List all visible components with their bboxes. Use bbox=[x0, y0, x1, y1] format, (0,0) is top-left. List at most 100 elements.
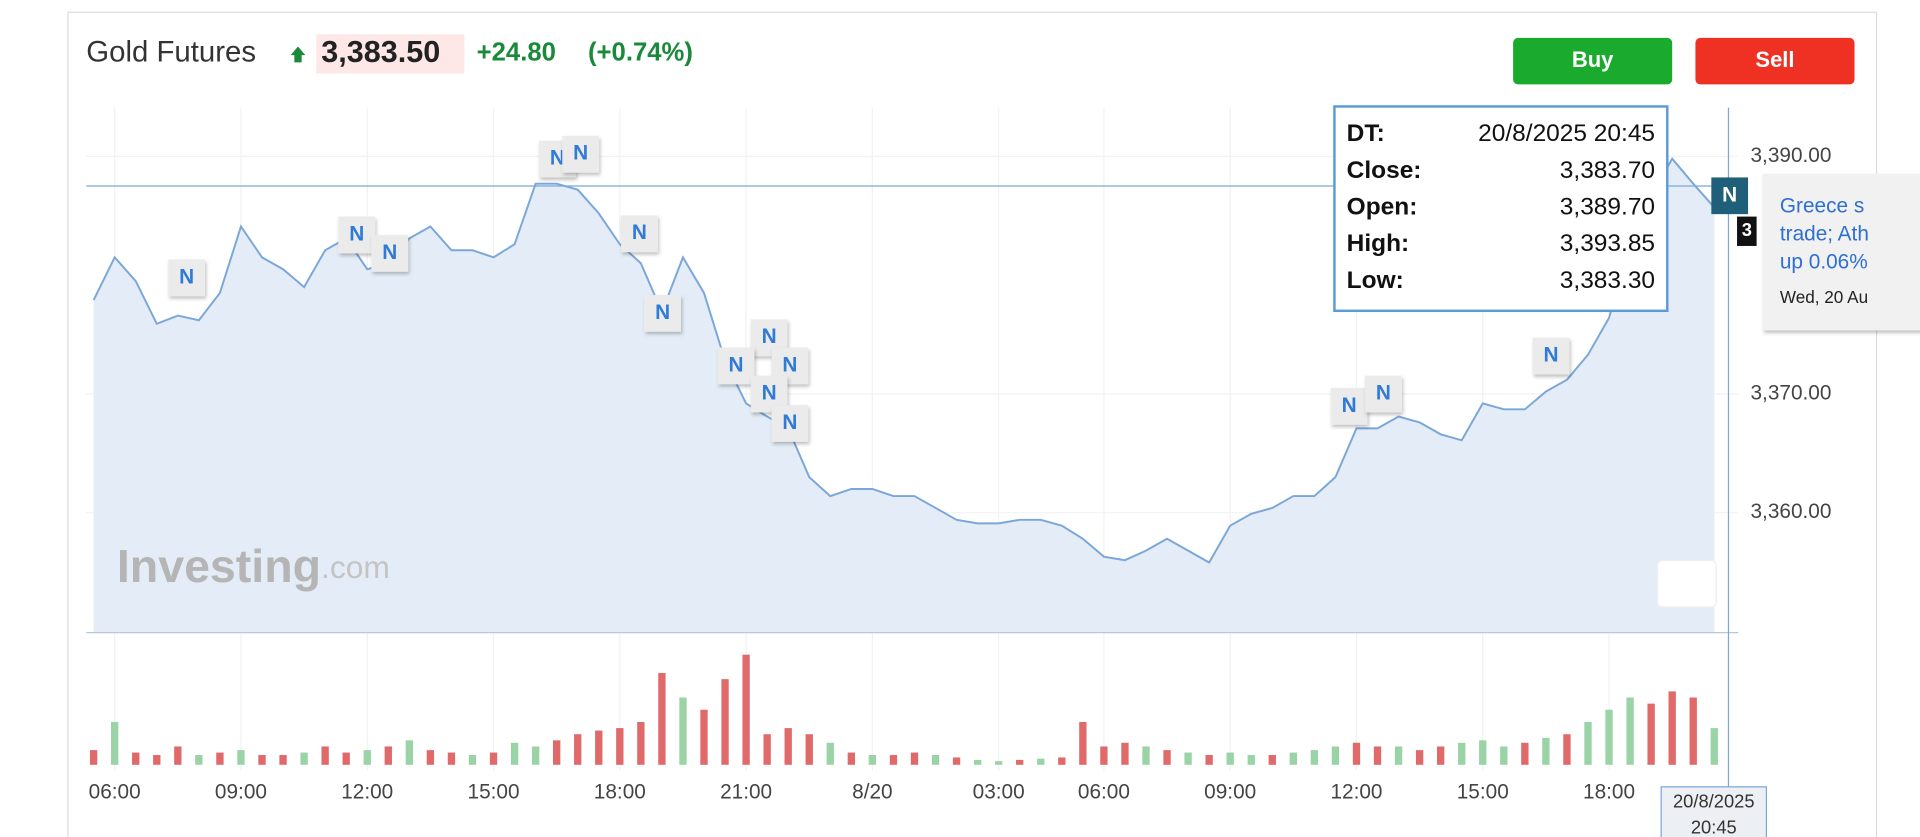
volume-bar bbox=[910, 752, 919, 765]
volume-bar bbox=[1331, 746, 1340, 765]
price-tag-label: 3 bbox=[1742, 219, 1752, 240]
volume-bar bbox=[826, 742, 834, 765]
volume-bar bbox=[847, 752, 856, 765]
news-marker-box[interactable] bbox=[644, 294, 681, 332]
volume-bar bbox=[1352, 742, 1361, 765]
x-tick-label: 09:00 bbox=[1204, 780, 1256, 803]
volume-bar bbox=[595, 730, 603, 765]
volume-bar bbox=[363, 750, 371, 765]
volume-bar bbox=[300, 752, 308, 765]
x-tick-label: 15:00 bbox=[1457, 780, 1509, 803]
news-marker-box[interactable] bbox=[621, 215, 658, 253]
tooltip-box bbox=[1333, 105, 1669, 313]
volume-bar bbox=[1310, 750, 1319, 765]
x-tick-label: 09:00 bbox=[215, 780, 267, 803]
news-popup[interactable] bbox=[1762, 173, 1920, 331]
volume-bar bbox=[700, 709, 708, 765]
volume-bar bbox=[174, 746, 182, 765]
news-marker[interactable]: N bbox=[1342, 394, 1357, 417]
news-marker[interactable]: N bbox=[382, 241, 397, 264]
volume-bar bbox=[679, 697, 687, 765]
volume-bar bbox=[321, 746, 329, 765]
volume-bar bbox=[1689, 697, 1697, 765]
news-marker[interactable]: N bbox=[1722, 183, 1737, 206]
news-marker-box[interactable] bbox=[562, 135, 600, 173]
x-tick-label: 12:00 bbox=[1330, 780, 1382, 803]
news-marker-box[interactable] bbox=[338, 216, 376, 254]
watermark-suffix: .com bbox=[321, 550, 390, 586]
volume-bar bbox=[868, 755, 877, 765]
news-line[interactable]: up 0.06% bbox=[1780, 251, 1868, 274]
news-marker[interactable]: N bbox=[762, 325, 777, 348]
news-marker[interactable]: N bbox=[179, 265, 194, 288]
news-marker[interactable]: N bbox=[632, 221, 647, 244]
volume-bar bbox=[279, 755, 287, 765]
news-marker-box[interactable] bbox=[168, 259, 205, 297]
volume-bar bbox=[721, 679, 729, 765]
volume-bar bbox=[1605, 709, 1613, 765]
news-marker[interactable]: N bbox=[1544, 344, 1559, 367]
volume-bar bbox=[384, 746, 392, 765]
news-marker[interactable]: N bbox=[762, 382, 777, 405]
volume-bar bbox=[1542, 737, 1550, 765]
x-tick-label: 12:00 bbox=[341, 780, 393, 803]
news-marker[interactable]: N bbox=[655, 301, 670, 324]
volume-bar bbox=[1247, 755, 1255, 765]
volume-bar bbox=[616, 728, 624, 765]
volume-bar bbox=[1058, 757, 1066, 765]
news-marker[interactable]: N bbox=[729, 353, 744, 376]
sell-button[interactable] bbox=[1695, 37, 1855, 85]
volume-bar bbox=[1415, 750, 1424, 765]
tooltip-label: Low: bbox=[1347, 267, 1404, 294]
price-line bbox=[92, 157, 1716, 564]
volume-bar bbox=[1479, 740, 1487, 765]
news-marker-box[interactable] bbox=[371, 234, 409, 272]
volume-bar bbox=[1205, 755, 1213, 765]
news-marker-box[interactable] bbox=[1711, 177, 1749, 215]
volume-bar bbox=[510, 742, 519, 765]
news-marker[interactable]: N bbox=[782, 411, 797, 434]
news-marker-box[interactable] bbox=[1365, 375, 1402, 413]
volume-bar bbox=[111, 721, 119, 765]
volume-bar bbox=[1100, 746, 1108, 765]
x-tick-label: 06:00 bbox=[1078, 780, 1130, 803]
volume-bar bbox=[531, 746, 540, 765]
volume-bar bbox=[237, 750, 245, 765]
volume-bar bbox=[89, 750, 98, 765]
volume-bar bbox=[952, 757, 961, 765]
volume-bar bbox=[468, 755, 477, 765]
x-tick-label: 18:00 bbox=[1583, 780, 1635, 803]
volume-bar bbox=[195, 755, 203, 765]
price-highlight bbox=[316, 34, 465, 74]
sell-label[interactable]: Sell bbox=[1755, 47, 1794, 72]
x-tick-label: 21:00 bbox=[720, 780, 772, 803]
last-price: 3,383.50 bbox=[321, 35, 440, 69]
news-marker[interactable]: N bbox=[573, 142, 588, 165]
news-marker-box[interactable] bbox=[771, 405, 809, 442]
volume-bar bbox=[994, 761, 1003, 765]
control-box[interactable] bbox=[1656, 559, 1717, 608]
news-line[interactable]: Greece s bbox=[1780, 194, 1864, 217]
news-marker-box[interactable] bbox=[1532, 337, 1570, 375]
tooltip-label: Close: bbox=[1347, 157, 1422, 184]
news-marker-box[interactable] bbox=[717, 347, 755, 385]
volume-bar bbox=[931, 755, 940, 765]
news-date: Wed, 20 Au bbox=[1780, 287, 1868, 307]
news-marker[interactable]: N bbox=[782, 353, 797, 376]
y-tick-label: 3,360.00 bbox=[1751, 500, 1832, 523]
news-marker[interactable]: N bbox=[550, 147, 565, 170]
news-marker[interactable]: N bbox=[1376, 382, 1391, 405]
tooltip-value: 20/8/2025 20:45 bbox=[1478, 120, 1655, 147]
volume-bar bbox=[1142, 746, 1150, 765]
buy-button[interactable] bbox=[1513, 37, 1673, 85]
volume-bar bbox=[1647, 703, 1655, 765]
volume-bar bbox=[1500, 746, 1508, 765]
volume-bar bbox=[258, 755, 266, 765]
news-marker[interactable]: N bbox=[349, 222, 364, 245]
news-line[interactable]: trade; Ath bbox=[1780, 222, 1869, 245]
buy-label[interactable]: Buy bbox=[1572, 47, 1614, 72]
volume-bar bbox=[553, 740, 561, 765]
price-tag bbox=[1737, 216, 1757, 246]
news-marker-box[interactable] bbox=[1330, 387, 1368, 425]
